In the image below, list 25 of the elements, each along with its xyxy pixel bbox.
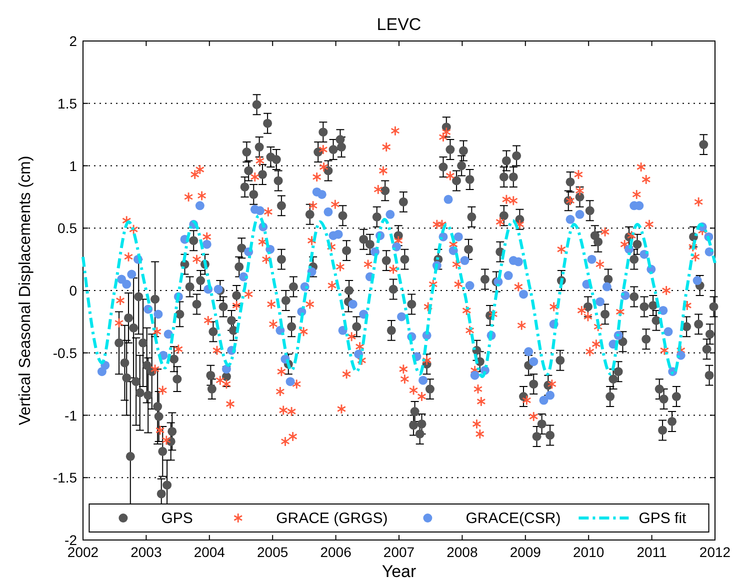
x-tick-label: 2005 xyxy=(257,544,288,560)
y-tick-label: -1 xyxy=(64,407,78,424)
legend-label: GPS fit xyxy=(638,510,688,527)
y-tick-label: 0 xyxy=(69,282,78,298)
x-tick-label: 2012 xyxy=(699,544,731,560)
x-tick-label: 2007 xyxy=(383,544,415,560)
x-tick-label: 2009 xyxy=(510,544,542,560)
y-tick-label: 2 xyxy=(69,33,78,49)
legend-label: GPS xyxy=(161,510,193,527)
x-tick-label: 2003 xyxy=(130,544,162,560)
y-tick-label: 1 xyxy=(69,158,78,174)
y-tick-label: 1.5 xyxy=(58,95,78,112)
y-tick-label: 0.5 xyxy=(58,220,78,236)
x-tick-label: 2008 xyxy=(446,544,478,560)
y-tick-label: -1.5 xyxy=(52,470,78,486)
y-axis-title: Vertical Seasonal Displacements (cm) xyxy=(17,156,34,426)
legend-label: GRACE (GRGS) xyxy=(276,510,388,527)
x-tick-label: 2011 xyxy=(636,544,668,560)
y-tick-label: -0.5 xyxy=(52,344,78,361)
x-tick-label: 2006 xyxy=(320,544,352,560)
x-axis-title: Year xyxy=(382,562,417,581)
x-tick-label: 2004 xyxy=(194,544,226,560)
chart-title: LEVC xyxy=(376,15,422,34)
legend-label: GRACE(CSR) xyxy=(466,510,561,527)
x-tick-label: 2010 xyxy=(573,544,604,560)
